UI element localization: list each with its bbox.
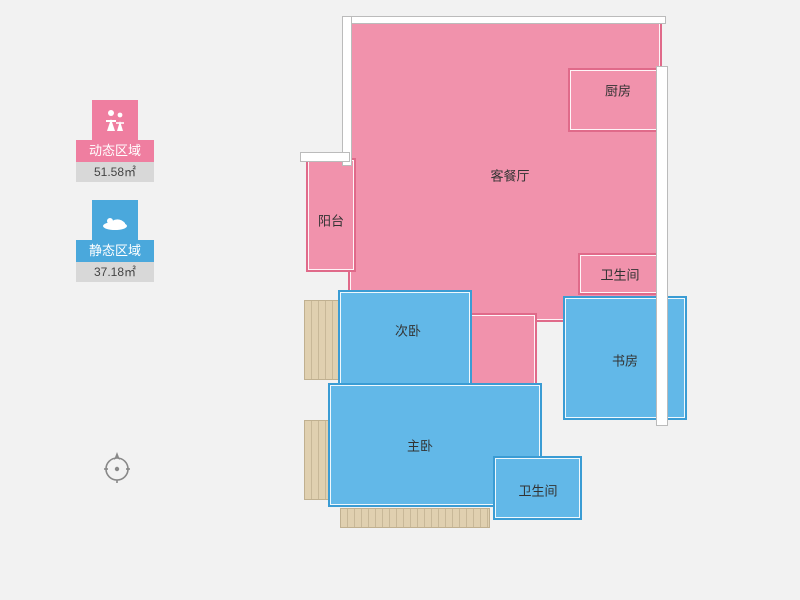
legend-dynamic: 动态区域 51.58㎡ <box>76 100 154 182</box>
wall-segment <box>342 16 352 166</box>
legend-dynamic-value: 51.58㎡ <box>76 162 154 182</box>
room-label-bath1: 卫生间 <box>600 265 639 284</box>
room-label-study: 书房 <box>612 351 638 370</box>
legend-static: 静态区域 37.18㎡ <box>76 200 154 282</box>
wall-segment <box>656 66 668 426</box>
static-sleep-icon <box>92 200 138 240</box>
room-kitchen <box>570 70 665 130</box>
room-second <box>340 292 470 390</box>
balcony-rail <box>340 508 490 528</box>
balcony-rail <box>304 300 340 380</box>
floorplan: 客餐厅厨房阳台卫生间次卧书房主卧卫生间 <box>280 20 740 560</box>
wall-segment <box>300 152 350 162</box>
room-label-second: 次卧 <box>395 321 421 340</box>
dynamic-people-icon <box>92 100 138 140</box>
legend-dynamic-label: 动态区域 <box>76 140 154 162</box>
legend-panel: 动态区域 51.58㎡ 静态区域 37.18㎡ <box>76 100 154 300</box>
room-label-balcony: 阳台 <box>318 211 344 230</box>
legend-static-value: 37.18㎡ <box>76 262 154 282</box>
room-label-bath2: 卫生间 <box>518 481 557 500</box>
wall-segment <box>346 16 666 24</box>
room-label-living: 客餐厅 <box>490 166 529 185</box>
room-label-master: 主卧 <box>407 436 433 455</box>
legend-static-label: 静态区域 <box>76 240 154 262</box>
compass-icon <box>100 450 134 484</box>
room-label-kitchen: 厨房 <box>605 81 631 100</box>
